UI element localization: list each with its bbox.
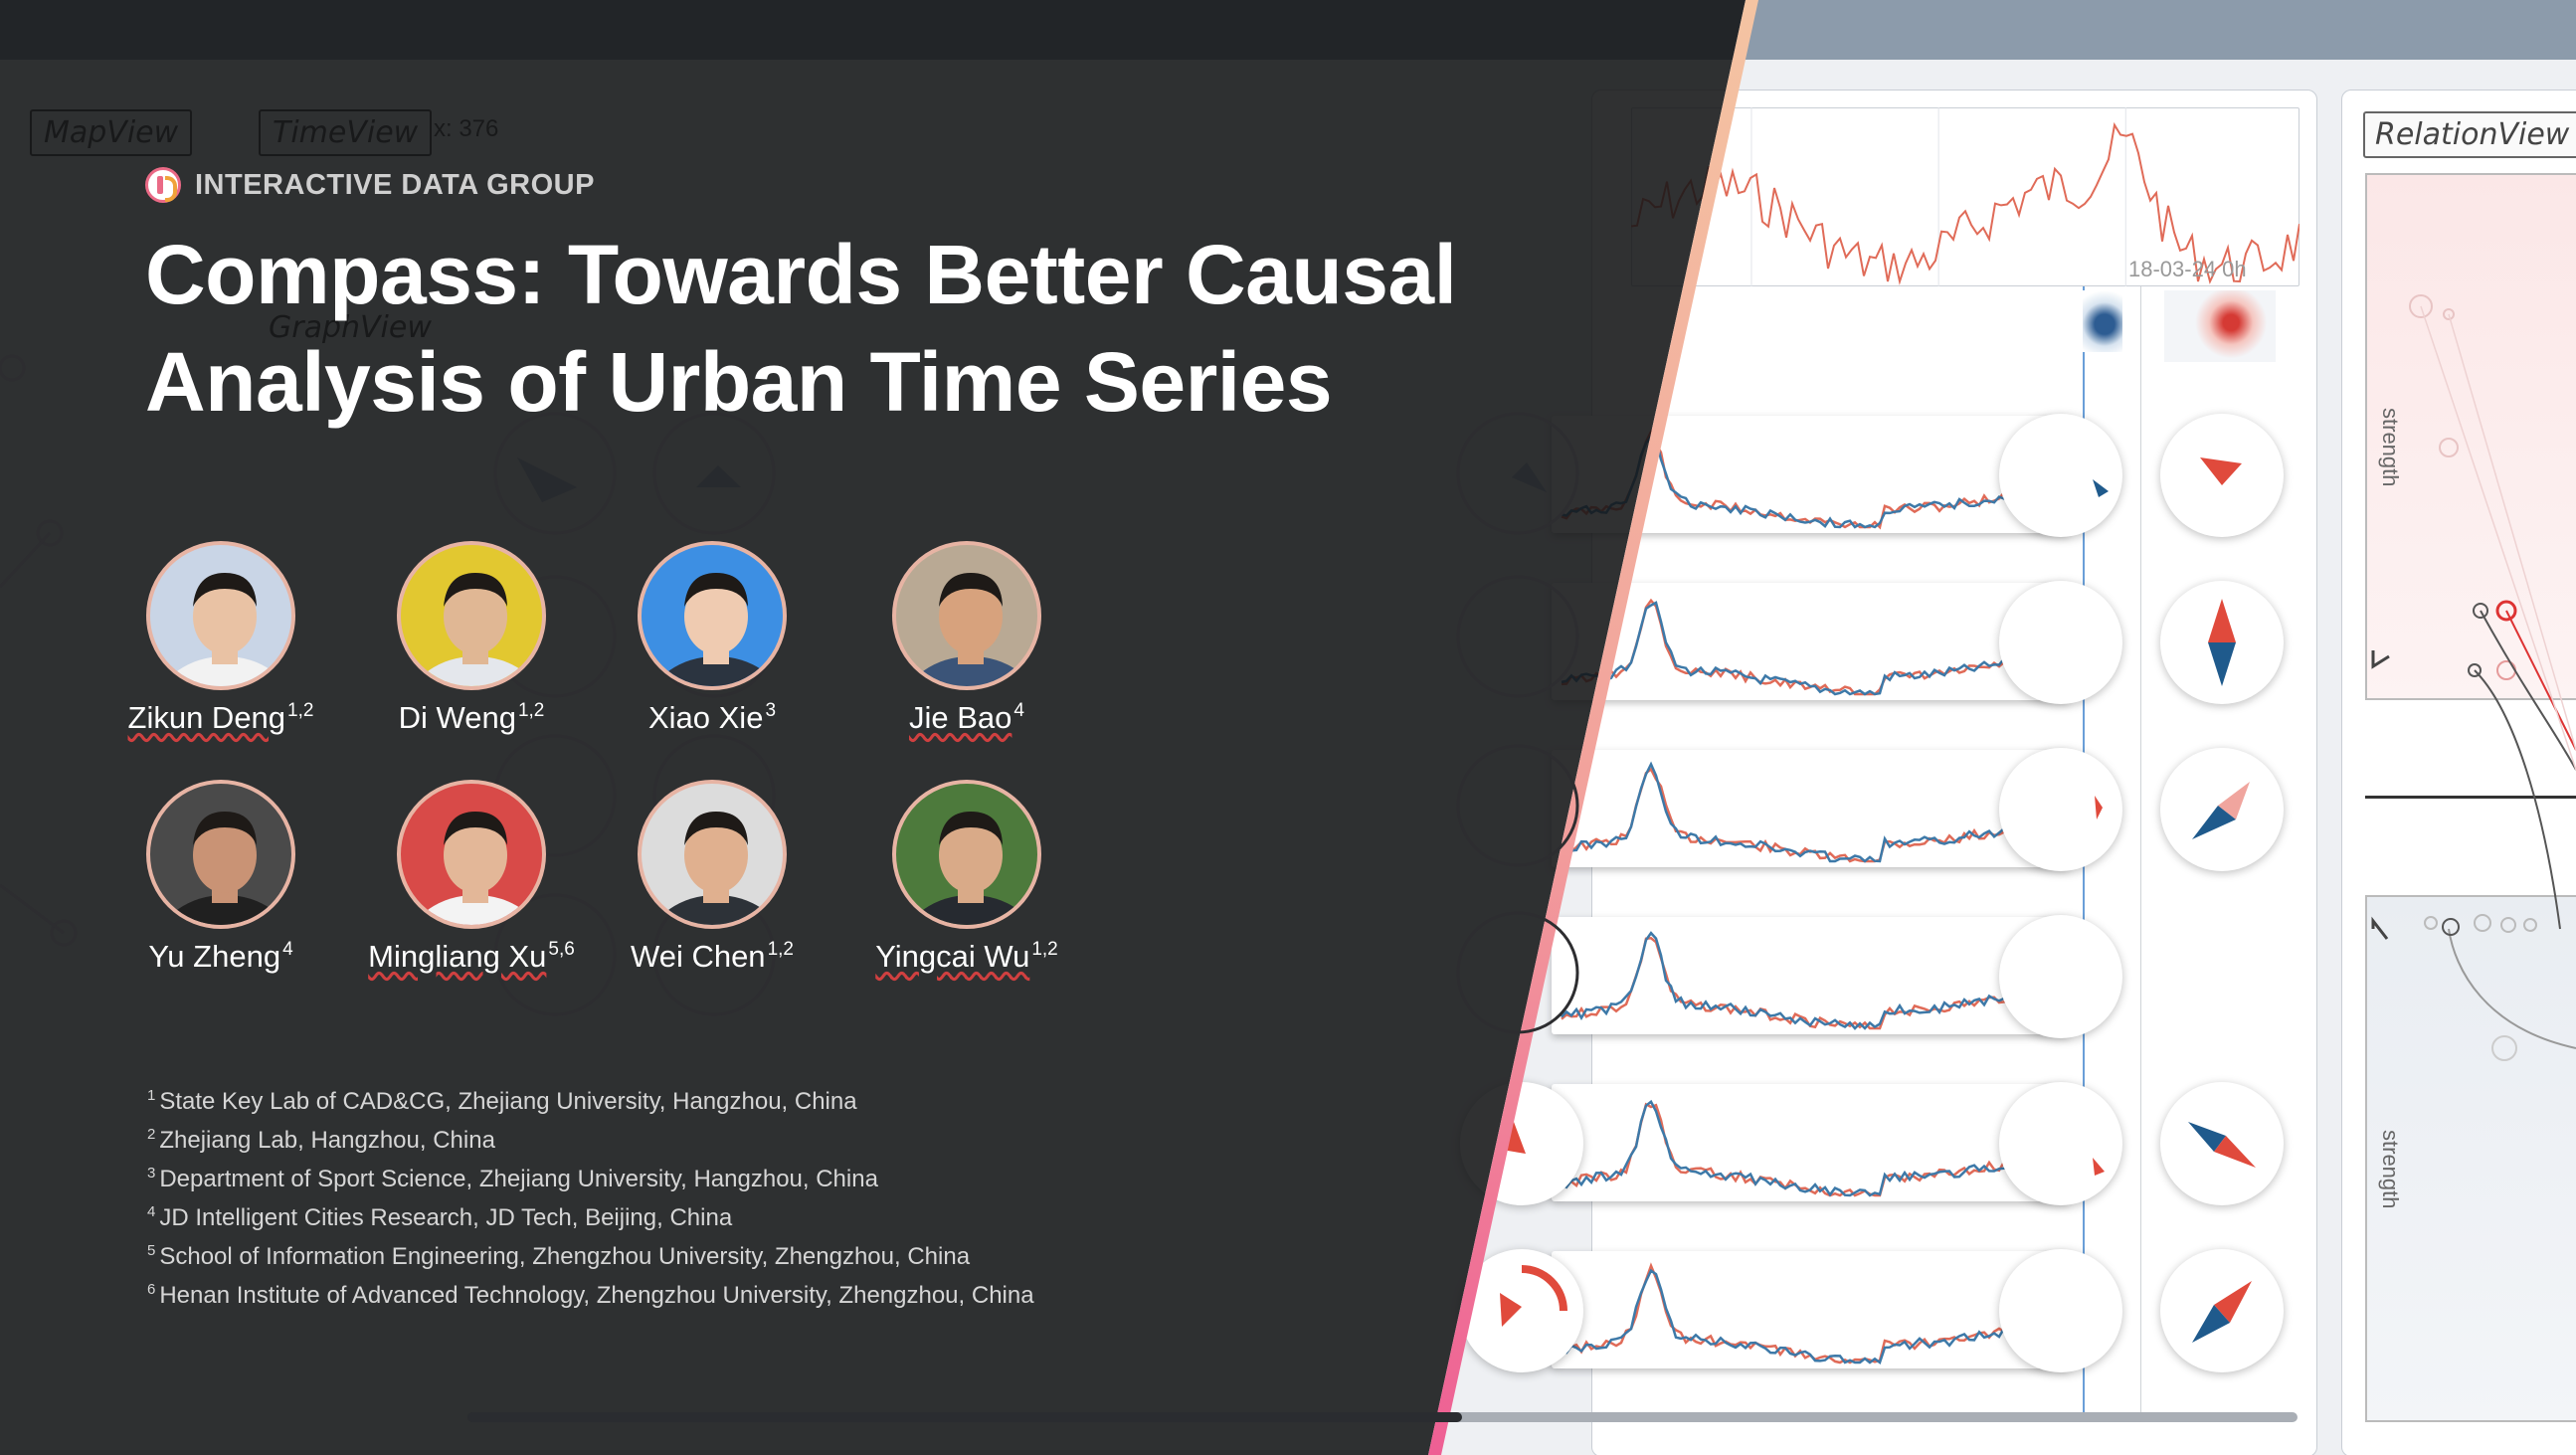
author-card: Yingcai Wu 1,2 xyxy=(837,780,1096,975)
affiliation-number: 1 xyxy=(147,1087,156,1104)
affiliation-item: 2 Zhejiang Lab, Hangzhou, China xyxy=(147,1115,1034,1154)
affiliation-item: 3 Department of Sport Science, Zhejiang U… xyxy=(147,1154,1034,1192)
author-photo xyxy=(146,541,295,690)
affiliation-number: 4 xyxy=(147,1203,156,1220)
column-divider xyxy=(2140,286,2141,1420)
author-name-text: Mingliang Xu xyxy=(368,939,547,974)
paper-title: Compass: Towards Better Causal Analysis … xyxy=(145,221,1617,436)
affiliation-number: 3 xyxy=(147,1165,156,1182)
author-card: Mingliang Xu 5,6 xyxy=(342,780,601,975)
idg-logo-icon xyxy=(145,167,181,203)
author-card: Zikun Deng 1,2 xyxy=(92,541,350,736)
compass-glyph xyxy=(1999,915,2122,1038)
compass-glyph xyxy=(1999,748,2122,871)
author-card: Yu Zheng 4 xyxy=(92,780,350,975)
author-name: Jie Bao 4 xyxy=(837,700,1096,736)
affiliation-text: JD Intelligent Cities Research, JD Tech,… xyxy=(159,1204,733,1231)
author-affiliation-marks: 3 xyxy=(765,700,777,721)
group-name: INTERACTIVE DATA GROUP xyxy=(195,168,595,201)
compass-glyph xyxy=(1999,414,2122,537)
affiliation-number: 2 xyxy=(147,1126,156,1143)
paper-title-line-2: Analysis of Urban Time Series xyxy=(145,335,1333,429)
compass-glyph xyxy=(2160,748,2284,871)
author-affiliation-marks: 4 xyxy=(1013,700,1024,721)
strength-axis-label: strength xyxy=(2378,408,2403,487)
author-name: Mingliang Xu 5,6 xyxy=(342,939,601,975)
strength-axis-label: strength xyxy=(2378,1130,2403,1209)
author-photo xyxy=(892,541,1041,690)
compass-glyph xyxy=(2160,414,2284,537)
compass-glyph xyxy=(1999,1082,2122,1205)
affiliation-text: Henan Institute of Advanced Technology, … xyxy=(159,1282,1034,1309)
affiliation-text: State Key Lab of CAD&CG, Zhejiang Univer… xyxy=(159,1088,857,1115)
affiliation-number: 6 xyxy=(147,1281,156,1298)
affiliation-item: 5 School of Information Engineering, Zhen… xyxy=(147,1231,1034,1270)
compass-glyph xyxy=(1999,581,2122,704)
author-card: Wei Chen 1,2 xyxy=(583,780,841,975)
author-name-text: Zikun Deng xyxy=(127,700,286,735)
compass-glyph xyxy=(2160,581,2284,704)
author-name: Wei Chen 1,2 xyxy=(583,939,841,975)
group-header: INTERACTIVE DATA GROUP xyxy=(145,167,595,203)
affiliation-number: 5 xyxy=(147,1242,156,1259)
author-name: Yu Zheng 4 xyxy=(92,939,350,975)
author-affiliation-marks: 5,6 xyxy=(548,939,575,960)
author-affiliation-marks: 1,2 xyxy=(767,939,794,960)
author-name: Yingcai Wu 1,2 xyxy=(837,939,1096,975)
author-name-text: Di Weng xyxy=(398,700,516,735)
author-name-text: Xiao Xie xyxy=(647,700,764,735)
affiliation-text: Zhejiang Lab, Hangzhou, China xyxy=(159,1127,495,1154)
compass-glyph xyxy=(2160,1249,2284,1372)
author-affiliation-marks: 1,2 xyxy=(1031,939,1058,960)
author-affiliation-marks: 1,2 xyxy=(517,700,545,721)
author-card: Di Weng 1,2 xyxy=(342,541,601,736)
thumbnail-glyph xyxy=(2083,290,2122,352)
author-photo xyxy=(397,780,546,929)
author-photo xyxy=(146,780,295,929)
affiliation-text: School of Information Engineering, Zheng… xyxy=(159,1243,971,1270)
author-name-text: Yingcai Wu xyxy=(875,939,1030,974)
author-name-text: Jie Bao xyxy=(909,700,1012,735)
relation-negative-area xyxy=(2365,895,2576,1422)
author-photo xyxy=(397,541,546,690)
author-name-text: Yu Zheng xyxy=(148,939,281,974)
author-name-text: Wei Chen xyxy=(631,939,766,974)
title-slide-content: INTERACTIVE DATA GROUP Compass: Towards … xyxy=(92,167,1617,1309)
author-card: Jie Bao 4 xyxy=(837,541,1096,736)
affiliation-text: Department of Sport Science, Zhejiang Un… xyxy=(159,1166,878,1192)
author-name: Xiao Xie 3 xyxy=(583,700,841,736)
thumbnail-glyph xyxy=(2164,290,2276,362)
compass-glyph xyxy=(1999,1249,2122,1372)
author-card: Xiao Xie 3 xyxy=(583,541,841,736)
author-name: Di Weng 1,2 xyxy=(342,700,601,736)
author-photo xyxy=(892,780,1041,929)
paper-title-line-1: Compass: Towards Better Causal xyxy=(145,228,1457,321)
author-affiliation-marks: 4 xyxy=(282,939,293,960)
author-photo xyxy=(638,541,787,690)
relation-scatter xyxy=(2371,294,2576,1061)
affiliation-item: 1 State Key Lab of CAD&CG, Zhejiang Unive… xyxy=(147,1076,1034,1115)
author-affiliation-marks: 1,2 xyxy=(287,700,314,721)
affiliation-item: 4 JD Intelligent Cities Research, JD Tech… xyxy=(147,1192,1034,1231)
timeline-date-label: 18-03-24 0h xyxy=(2128,257,2247,281)
compass-glyph xyxy=(2160,1082,2284,1205)
author-name: Zikun Deng 1,2 xyxy=(92,700,350,736)
affiliation-item: 6 Henan Institute of Advanced Technology,… xyxy=(147,1270,1034,1309)
relation-axis xyxy=(2365,796,2576,799)
relation-view-title: RelationView xyxy=(2363,111,2576,158)
affiliation-list: 1 State Key Lab of CAD&CG, Zhejiang Unive… xyxy=(147,1076,1034,1309)
author-photo xyxy=(638,780,787,929)
relation-positive-area xyxy=(2365,173,2576,700)
